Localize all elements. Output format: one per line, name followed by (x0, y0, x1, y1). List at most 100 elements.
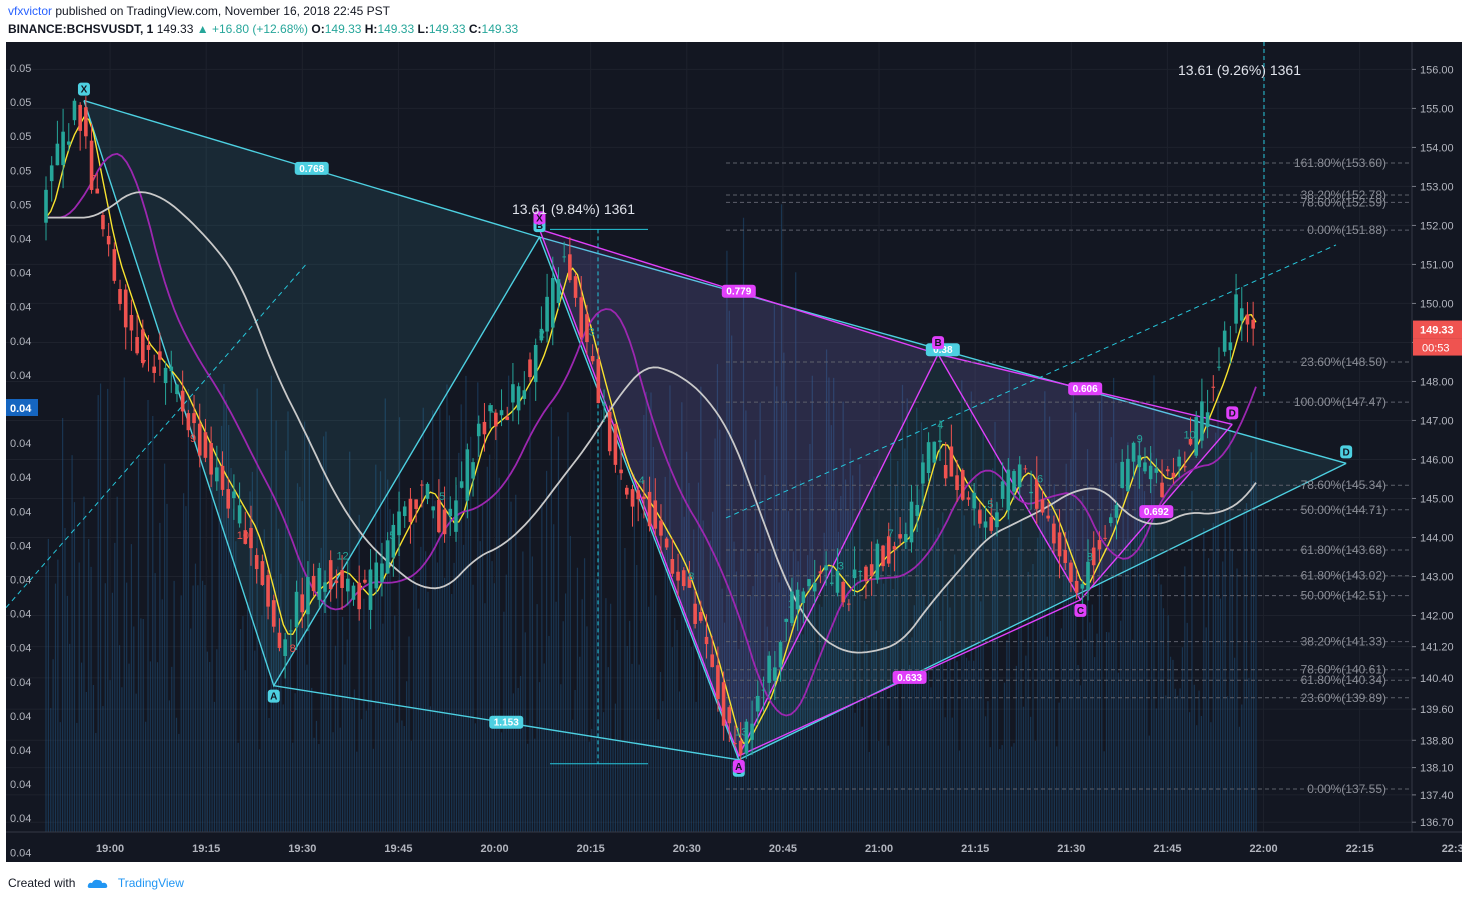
candle-body (482, 421, 487, 435)
pattern-cyan-point-label: B (536, 221, 543, 232)
candle-body (921, 462, 925, 484)
open-label: O: (311, 22, 325, 36)
pattern-magenta-xab-fill (539, 229, 939, 756)
left-axis-label: 0.05 (10, 199, 31, 211)
price-chart[interactable]: 161.80%(153.60) 38.20%(152.78)78.60%(152.… (6, 42, 1468, 862)
countdown-label: 00:53 (1422, 343, 1450, 355)
td-count-label: 3 (838, 560, 844, 572)
candle-body (1154, 468, 1159, 473)
td-count-label: 5 (987, 499, 993, 511)
candle-body (1143, 462, 1147, 472)
time-axis-label: 21:30 (1057, 843, 1085, 855)
price-change: ▲ +16.80 (+12.68%) (196, 22, 309, 36)
fib-level-label: 23.60%(148.50) (1301, 355, 1386, 369)
candle-body (55, 143, 60, 166)
candle-body (744, 721, 749, 754)
candle-body (881, 545, 885, 567)
symbol-name[interactable]: BINANCE:BCHSVUSDT, 1 (8, 22, 154, 36)
time-axis-label: 20:00 (480, 843, 508, 855)
candle-body (402, 506, 407, 517)
author-link[interactable]: vfxvictor (8, 4, 53, 18)
time-axis-label: 20:30 (673, 843, 701, 855)
candle-body (328, 560, 333, 590)
close-value: 149.33 (481, 22, 519, 36)
candle-body (112, 249, 117, 281)
candle-body (186, 413, 191, 431)
pattern-cyan-point-label: A (270, 692, 277, 703)
right-axis-label: 139.60 (1420, 704, 1454, 716)
candle-body (505, 416, 510, 420)
candle-body (425, 483, 430, 499)
time-axis-label: 20:15 (577, 843, 605, 855)
tradingview-link[interactable]: TradingView (117, 876, 184, 890)
pattern-cyan-ratio-badge (294, 161, 329, 175)
candle-body (374, 562, 379, 589)
candle-body (812, 582, 817, 592)
left-axis-label: 0.04 (10, 847, 31, 859)
pattern-cyan-point-badge (267, 689, 280, 703)
fib-level-label: 61.80%(140.34) (1301, 673, 1386, 687)
low-value: 149.33 (428, 22, 466, 36)
candle-body (573, 276, 578, 298)
candle-body (778, 641, 783, 668)
measure-label-left: 13.61 (9.84%) 1361 (512, 201, 635, 217)
time-axis[interactable]: 19:00 19:15 19:30 19:45 20:00 20:15 20:30 20:45… (96, 843, 1468, 855)
fib-levels: 161.80%(153.60) 38.20%(152.78)78.60%(152.… (726, 156, 1411, 796)
left-axis-label: 0.04 (10, 609, 31, 621)
volume-bars (45, 204, 1257, 832)
right-axis-label: 136.70 (1420, 817, 1454, 829)
time-axis-label: 21:00 (865, 843, 893, 855)
right-axis-label: 145.00 (1420, 493, 1454, 505)
candle-body (590, 355, 595, 362)
right-price-axis[interactable]: 156.00 155.00 154.00 153.00 152.00 151.00 150.… (1412, 64, 1462, 829)
candle-body (118, 289, 122, 305)
candle-body (300, 594, 305, 613)
chart-panel[interactable]: 161.80%(153.60) 38.20%(152.78) 78.60%(152.… (6, 42, 1468, 862)
candle-body (704, 636, 709, 645)
candle-body (864, 566, 868, 581)
candle-body (613, 423, 618, 465)
candle-body (1188, 439, 1193, 445)
candle-body (323, 582, 327, 592)
time-axis-label: 19:00 (96, 843, 124, 855)
candle-body (277, 632, 282, 648)
time-axis-label: 19:30 (288, 843, 316, 855)
time-axis-label: 19:15 (192, 843, 220, 855)
candle-body (556, 279, 561, 303)
candle-body (49, 165, 54, 182)
candle-body (773, 667, 777, 681)
left-axis-label: 0.04 (10, 643, 31, 655)
candle-body (642, 496, 646, 499)
candle-body (710, 654, 715, 668)
left-axis-label: 0.04 (10, 302, 31, 314)
candle-body (1205, 412, 1210, 428)
right-axis-label: 137.40 (1420, 790, 1454, 802)
candle-body (727, 707, 732, 724)
candle-body (681, 570, 686, 587)
candle-body (232, 491, 236, 499)
fib-level-label: 161.80%(153.60) (1294, 156, 1386, 170)
candle-body (1063, 550, 1068, 563)
candle-body (1040, 499, 1045, 513)
candle-body (89, 140, 94, 190)
candle-body (533, 345, 538, 383)
candle-body (938, 440, 942, 443)
pattern-magenta-ratio-label: 0.692 (1144, 507, 1169, 518)
candle-body (1200, 401, 1204, 441)
candle-body (790, 591, 794, 623)
low-label: L: (417, 22, 429, 36)
candle-body (949, 446, 954, 477)
candle-body (904, 534, 908, 543)
candle-body (1023, 468, 1028, 470)
candle-body (340, 570, 344, 588)
pattern-magenta-point-badge (932, 336, 945, 350)
pattern-cyan-ratio-badge (489, 715, 524, 729)
candle-body (294, 591, 299, 628)
left-axis-label: 0.04 (10, 370, 31, 382)
fib-level-label: 38.20%(152.78) (1301, 188, 1386, 202)
left-axis-label: 0.04 (10, 506, 31, 518)
candle-body (1245, 314, 1250, 325)
left-axis-label: 0.04 (10, 575, 31, 587)
candle-body (795, 589, 800, 610)
high-label: H: (364, 22, 378, 36)
